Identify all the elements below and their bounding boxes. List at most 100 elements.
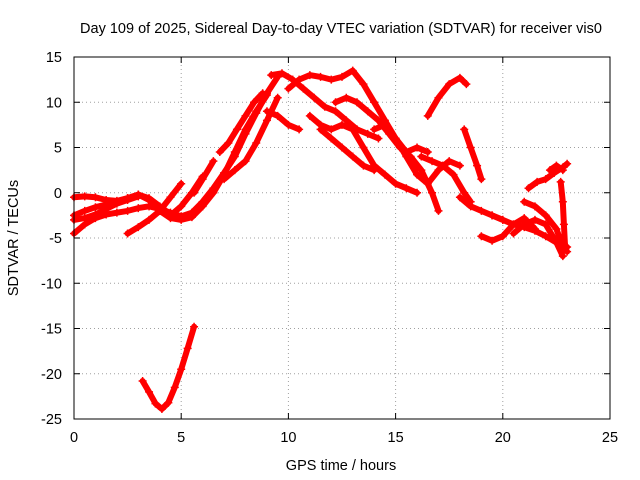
data-point	[252, 109, 261, 118]
data-point	[488, 236, 497, 245]
data-points	[70, 66, 572, 414]
data-point	[563, 247, 572, 256]
data-point	[449, 170, 458, 179]
data-point	[112, 199, 121, 208]
data-point	[209, 184, 218, 193]
data-point	[305, 71, 314, 80]
series-arc-10	[215, 89, 267, 157]
series-trace	[124, 180, 185, 237]
data-point	[455, 73, 464, 82]
data-point	[252, 138, 261, 147]
x-tick-label: 20	[495, 430, 511, 446]
data-point	[151, 399, 160, 408]
data-point	[455, 193, 464, 202]
data-point	[460, 188, 469, 197]
data-point	[466, 143, 475, 152]
data-point	[348, 66, 357, 75]
data-point	[138, 376, 147, 385]
data-point	[541, 211, 550, 220]
data-point	[102, 205, 111, 214]
data-point	[327, 134, 336, 143]
data-point	[177, 214, 186, 223]
data-point	[558, 166, 567, 175]
data-point	[380, 120, 389, 129]
y-axis: -25 -20 -15 -10 -5 0 5 10 15	[41, 50, 610, 428]
series-arc-9	[220, 93, 282, 184]
data-point	[359, 161, 368, 170]
data-point	[413, 188, 422, 197]
data-point	[177, 179, 186, 188]
data-point	[413, 170, 422, 179]
x-tick-label: 25	[602, 430, 618, 446]
data-point	[417, 166, 426, 175]
data-point	[284, 120, 293, 129]
data-point	[428, 188, 437, 197]
y-tick-label: -25	[41, 412, 62, 428]
data-point	[552, 224, 561, 233]
data-point	[428, 157, 437, 166]
data-point	[338, 120, 346, 129]
y-tick-label: 5	[54, 141, 62, 157]
data-point	[80, 214, 89, 223]
data-point	[370, 166, 379, 175]
data-point	[331, 107, 340, 116]
data-point	[560, 241, 569, 250]
data-point	[198, 175, 207, 184]
grid-lines	[74, 57, 610, 419]
data-point	[348, 152, 357, 161]
series-trace	[264, 108, 303, 133]
data-point	[316, 72, 325, 81]
series-arc-8	[190, 157, 218, 197]
data-point	[338, 143, 346, 152]
data-point	[477, 232, 486, 241]
data-point	[477, 175, 486, 184]
data-point	[224, 138, 233, 147]
series-arc-28	[556, 177, 569, 250]
data-point	[190, 322, 199, 331]
data-point	[380, 170, 389, 179]
series-arc-12	[262, 107, 304, 134]
data-point	[284, 84, 293, 93]
data-point	[177, 365, 186, 374]
series-trace	[557, 178, 568, 249]
data-point	[273, 111, 282, 120]
data-point	[230, 166, 239, 175]
data-point	[295, 125, 304, 134]
series-arc-14	[305, 111, 422, 197]
data-point	[134, 204, 143, 213]
series-trace	[221, 94, 281, 183]
data-point	[305, 111, 314, 120]
data-point	[299, 84, 308, 93]
data-point	[91, 203, 100, 212]
data-point	[320, 102, 329, 111]
data-point	[498, 232, 507, 241]
data-point	[134, 223, 143, 232]
data-point	[123, 206, 132, 215]
data-point	[402, 148, 411, 157]
data-point	[209, 157, 218, 166]
data-point	[359, 143, 368, 152]
data-point	[359, 80, 368, 89]
series-arc-15	[316, 125, 379, 175]
data-point	[509, 220, 518, 229]
data-point	[374, 134, 383, 143]
data-point	[183, 344, 192, 353]
data-point	[145, 202, 154, 211]
data-point	[477, 206, 486, 215]
data-point	[363, 107, 372, 116]
data-point	[558, 252, 567, 261]
data-point	[342, 116, 351, 125]
data-point	[166, 193, 175, 202]
data-point	[462, 80, 471, 89]
x-tick-label: 15	[388, 430, 404, 446]
data-point	[198, 197, 207, 206]
series-arc-1	[70, 91, 271, 224]
data-point	[134, 192, 143, 201]
y-tick-label: -10	[41, 276, 62, 292]
data-point	[353, 98, 362, 107]
data-point	[327, 125, 336, 134]
series-arc-13	[284, 66, 464, 188]
data-point	[466, 202, 475, 211]
data-point	[473, 161, 482, 170]
